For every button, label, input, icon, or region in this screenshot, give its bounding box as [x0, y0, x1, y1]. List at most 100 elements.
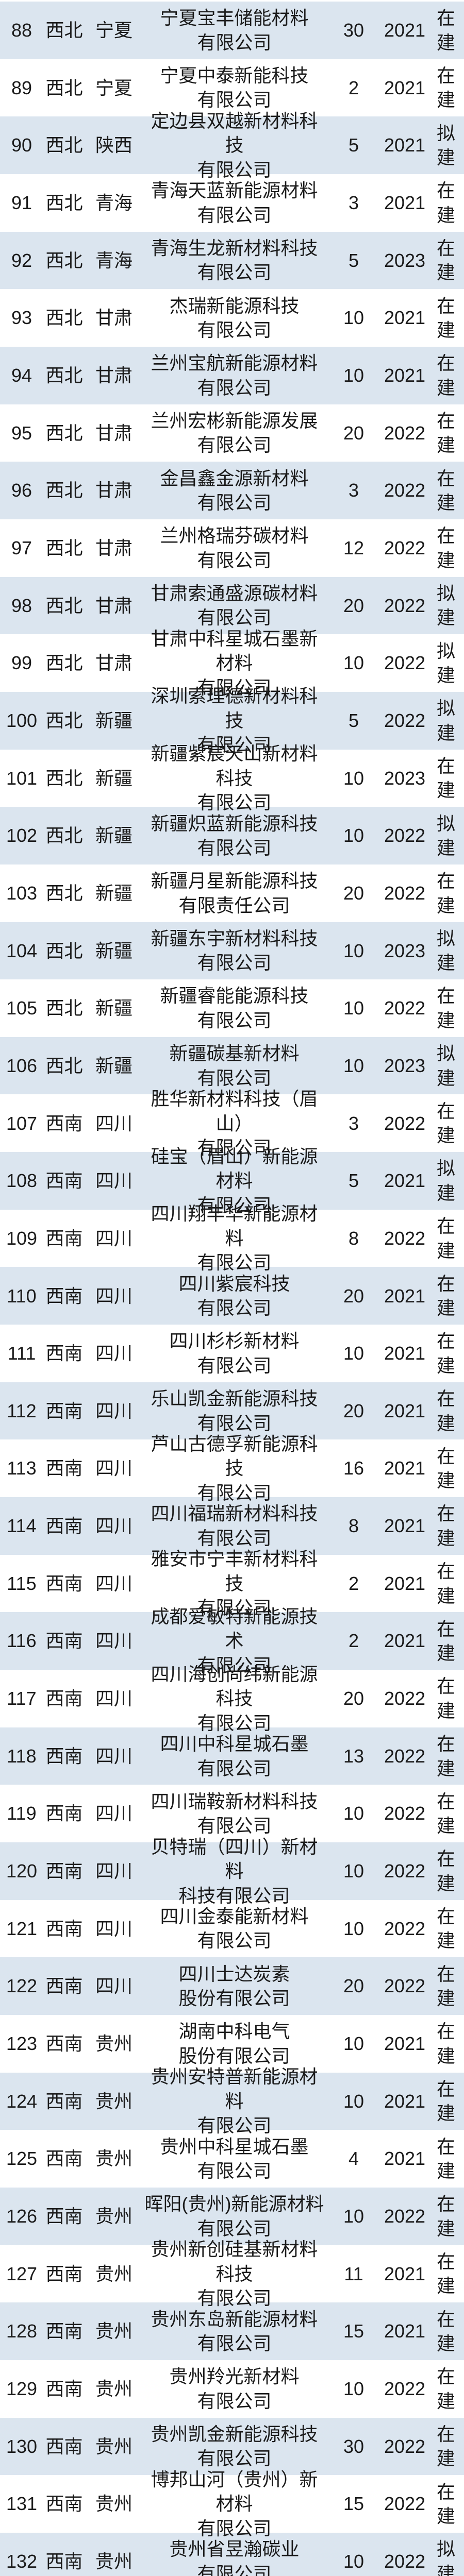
cell-province: 新疆 — [95, 940, 132, 961]
cell-year: 2022 — [384, 2435, 426, 2457]
cell-company: 深圳索理德新材料科技 有限公司 — [151, 685, 318, 756]
cell-status: 在建 — [436, 467, 455, 514]
cell-capacity: 20 — [343, 1400, 364, 1421]
cell-index: 122 — [6, 1975, 38, 1997]
cell-year: 2021 — [384, 1285, 426, 1307]
cell-index: 128 — [6, 2320, 38, 2342]
cell-index: 119 — [7, 1803, 37, 1824]
cell-index: 112 — [7, 1400, 37, 1421]
cell-year: 2021 — [384, 365, 426, 386]
cell-capacity: 10 — [343, 2206, 364, 2227]
cell-company: 青海生龙新材料科技 有限公司 — [151, 237, 318, 283]
cell-region: 西南 — [45, 2148, 83, 2170]
table-row: 117 西南 四川 四川海创尚纬新能源科技 有限公司 20 2022 在建 — [0, 1664, 464, 1734]
cell-province: 贵州 — [95, 2206, 132, 2227]
cell-year: 2021 — [384, 1630, 426, 1652]
cell-province: 四川 — [95, 1458, 132, 1479]
cell-province: 新疆 — [95, 997, 132, 1019]
cell-region: 西北 — [45, 249, 83, 271]
table-row: 115 西南 四川 雅安市宁丰新材料科技 有限公司 2 2021 在建 — [0, 1548, 464, 1618]
cell-region: 西南 — [45, 1343, 83, 1364]
cell-region: 西南 — [45, 2435, 83, 2457]
cell-region: 西北 — [45, 709, 83, 731]
cell-province: 贵州 — [95, 2033, 132, 2055]
cell-index: 102 — [6, 825, 38, 846]
cell-region: 西北 — [45, 480, 83, 501]
cell-province: 四川 — [95, 1572, 132, 1594]
cell-index: 116 — [7, 1630, 37, 1652]
table-row: 124 西南 贵州 贵州安特普新能源材料 有限公司 10 2021 在建 — [0, 2066, 464, 2136]
cell-province: 四川 — [95, 1170, 132, 1192]
cell-status: 在建 — [436, 237, 455, 283]
cell-status: 在建 — [436, 2308, 455, 2354]
cell-status: 拟建 — [436, 812, 455, 859]
cell-company: 晖阳(贵州)新能源材料 有限公司 — [144, 2193, 324, 2239]
cell-capacity: 10 — [343, 997, 364, 1019]
cell-company: 甘肃索通盛源碳材料 有限公司 — [151, 582, 318, 629]
cell-year: 2022 — [384, 2493, 426, 2515]
cell-index: 132 — [6, 2550, 38, 2572]
cell-company: 贵州中科星城石墨 有限公司 — [160, 2136, 309, 2182]
cell-year: 2022 — [384, 1918, 426, 1939]
cell-capacity: 10 — [343, 1803, 364, 1824]
cell-capacity: 15 — [343, 2320, 364, 2342]
cell-capacity: 10 — [343, 2378, 364, 2399]
cell-region: 西南 — [45, 1572, 83, 1594]
cell-status: 在建 — [436, 1905, 455, 1952]
cell-company: 四川瑞鞍新材料科技 有限公司 — [151, 1790, 318, 1837]
cell-region: 西北 — [45, 365, 83, 386]
cell-region: 西南 — [45, 1227, 83, 1249]
cell-province: 甘肃 — [95, 480, 132, 501]
cell-year: 2022 — [384, 2378, 426, 2399]
cell-year: 2022 — [384, 997, 426, 1019]
cell-region: 西南 — [45, 2090, 83, 2112]
cell-year: 2021 — [384, 20, 426, 41]
cell-region: 西南 — [45, 2206, 83, 2227]
table-row: 98 西北 甘肃 甘肃索通盛源碳材料 有限公司 20 2022 拟建 — [0, 577, 464, 635]
cell-company: 贵州东岛新能源材料 有限公司 — [151, 2308, 318, 2354]
cell-status: 在建 — [436, 2250, 455, 2297]
cell-province: 四川 — [95, 1630, 132, 1652]
cell-region: 西南 — [45, 1170, 83, 1192]
cell-region: 西北 — [45, 940, 83, 961]
cell-region: 西南 — [45, 1745, 83, 1767]
cell-status: 在建 — [436, 1848, 455, 1894]
table-row: 94 西北 甘肃 兰州宝航新能源材料 有限公司 10 2021 在建 — [0, 346, 464, 404]
cell-company: 四川杉杉新材料 有限公司 — [169, 1330, 300, 1376]
cell-company: 宁夏中泰新能科技 有限公司 — [160, 64, 309, 111]
cell-index: 108 — [6, 1170, 38, 1192]
cell-status: 拟建 — [436, 1158, 455, 1204]
cell-status: 在建 — [436, 1561, 455, 1606]
cell-year: 2022 — [384, 1860, 426, 1882]
table-row: 114 西南 四川 四川福瑞新材料科技 有限公司 8 2021 在建 — [0, 1497, 464, 1555]
cell-year: 2021 — [384, 2148, 426, 2170]
cell-region: 西南 — [45, 2550, 83, 2572]
cell-status: 在建 — [436, 2423, 455, 2469]
cell-year: 2022 — [384, 2550, 426, 2572]
cell-company: 乐山凯金新能源科技 有限公司 — [151, 1388, 318, 1434]
cell-status: 在建 — [436, 64, 455, 111]
table-row: 97 西北 甘肃 兰州格瑞芬碳材料 有限公司 12 2022 在建 — [0, 519, 464, 577]
cell-status: 在建 — [436, 295, 455, 341]
cell-status: 拟建 — [436, 640, 455, 686]
cell-region: 西北 — [45, 1055, 83, 1076]
cell-index: 96 — [11, 480, 32, 501]
cell-province: 甘肃 — [95, 422, 132, 444]
cell-province: 贵州 — [95, 2435, 132, 2457]
cell-year: 2022 — [384, 1688, 426, 1709]
cell-year: 2021 — [384, 1515, 426, 1537]
cell-province: 四川 — [95, 1227, 132, 1249]
cell-index: 114 — [7, 1515, 37, 1537]
cell-province: 宁夏 — [95, 20, 132, 41]
cell-capacity: 2 — [348, 1630, 359, 1652]
cell-index: 121 — [6, 1918, 38, 1939]
cell-capacity: 3 — [348, 192, 359, 214]
cell-year: 2021 — [384, 2033, 426, 2055]
cell-capacity: 15 — [343, 2493, 364, 2515]
cell-company: 成都爱敏特新能源技术 有限公司 — [151, 1605, 318, 1676]
cell-capacity: 10 — [343, 365, 364, 386]
cell-index: 97 — [11, 537, 32, 558]
cell-company: 新疆睿能能源科技 有限公司 — [160, 985, 309, 1031]
cell-capacity: 8 — [348, 1515, 359, 1537]
cell-province: 四川 — [95, 1515, 132, 1537]
